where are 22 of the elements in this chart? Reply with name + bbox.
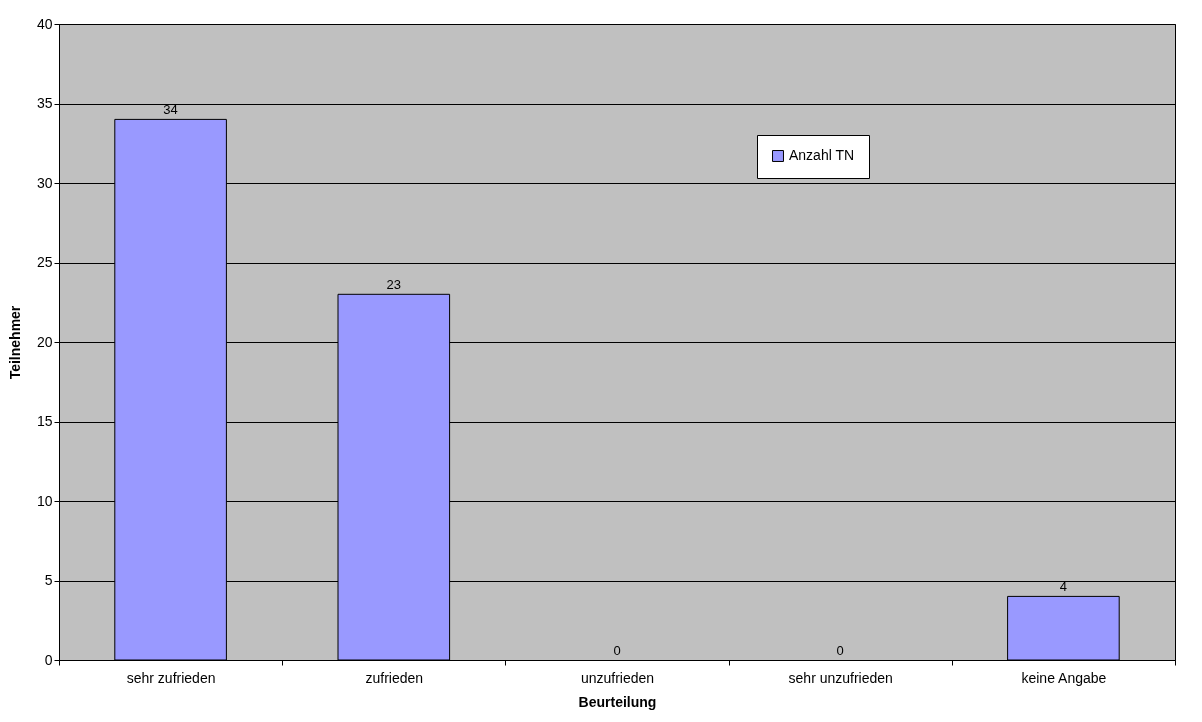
data-label: 0 — [836, 643, 844, 658]
data-label: 34 — [163, 102, 178, 118]
y-tick-label: 10 — [36, 492, 53, 509]
x-tick-label: sehr unzufrieden — [788, 669, 893, 686]
x-tick-label: zufrieden — [365, 669, 424, 686]
data-label: 23 — [386, 277, 402, 293]
x-tick-label: unzufrieden — [580, 669, 655, 686]
y-axis-title: Teilnehmer — [6, 305, 23, 380]
x-tick-label: sehr zufrieden — [126, 669, 216, 686]
y-tick-label: 25 — [36, 254, 53, 270]
y-tick-label: 20 — [36, 333, 53, 350]
x-axis-title: Beurteilung — [578, 693, 657, 710]
y-tick-label: 35 — [36, 95, 53, 111]
y-tick-label: 0 — [44, 651, 53, 668]
legend-label: Anzahl TN — [789, 147, 855, 163]
y-tick-label: 40 — [36, 15, 53, 32]
y-tick-label: 5 — [44, 572, 53, 588]
data-label: 4 — [1059, 579, 1068, 595]
x-tick-label: keine Angabe — [1021, 669, 1107, 686]
y-tick-label: 30 — [36, 174, 53, 191]
y-tick-label: 15 — [36, 413, 53, 429]
data-label: 0 — [613, 643, 621, 658]
